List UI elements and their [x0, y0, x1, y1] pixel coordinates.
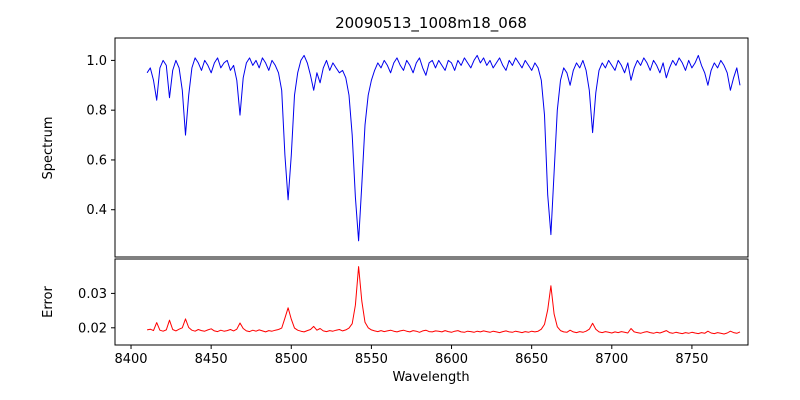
x-tick-label: 8600 [435, 352, 468, 367]
spectrum-line [146, 54, 741, 242]
x-tick-label: 8650 [515, 352, 548, 367]
x-tick-label: 8450 [195, 352, 228, 367]
axes-frame-spectrum [114, 37, 749, 258]
axes-frame-error [114, 258, 749, 346]
x-tick-label: 8500 [275, 352, 308, 367]
y-tick-label: 0.02 [78, 321, 107, 336]
error-line [146, 266, 741, 335]
y-tick-label: 0.03 [78, 287, 107, 302]
x-tick-label: 8700 [595, 352, 628, 367]
y-tick-label: 0.4 [86, 203, 107, 218]
panel-spectrum: 0.4 0.6 0.8 1.0 [86, 37, 749, 258]
x-tick-label: 8400 [114, 352, 147, 367]
y-axis-label-spectrum: Spectrum [41, 117, 56, 180]
x-axis-label: Wavelength [392, 370, 469, 385]
y-tick-label: 0.6 [86, 153, 107, 168]
panel-error: 0.02 0.03 [78, 258, 749, 346]
y-tick-label: 0.8 [86, 104, 107, 119]
x-tick-label: 8750 [675, 352, 708, 367]
x-tick-label: 8550 [355, 352, 388, 367]
y-axis-label-error: Error [41, 286, 56, 318]
plot-area: 0.4 0.6 0.8 1.0 0.02 0.03 8400 8450 8500 8550 8600… [78, 37, 749, 367]
y-tick-label: 1.0 [86, 54, 107, 69]
chart-title: 20090513_1008m18_068 [335, 14, 527, 33]
